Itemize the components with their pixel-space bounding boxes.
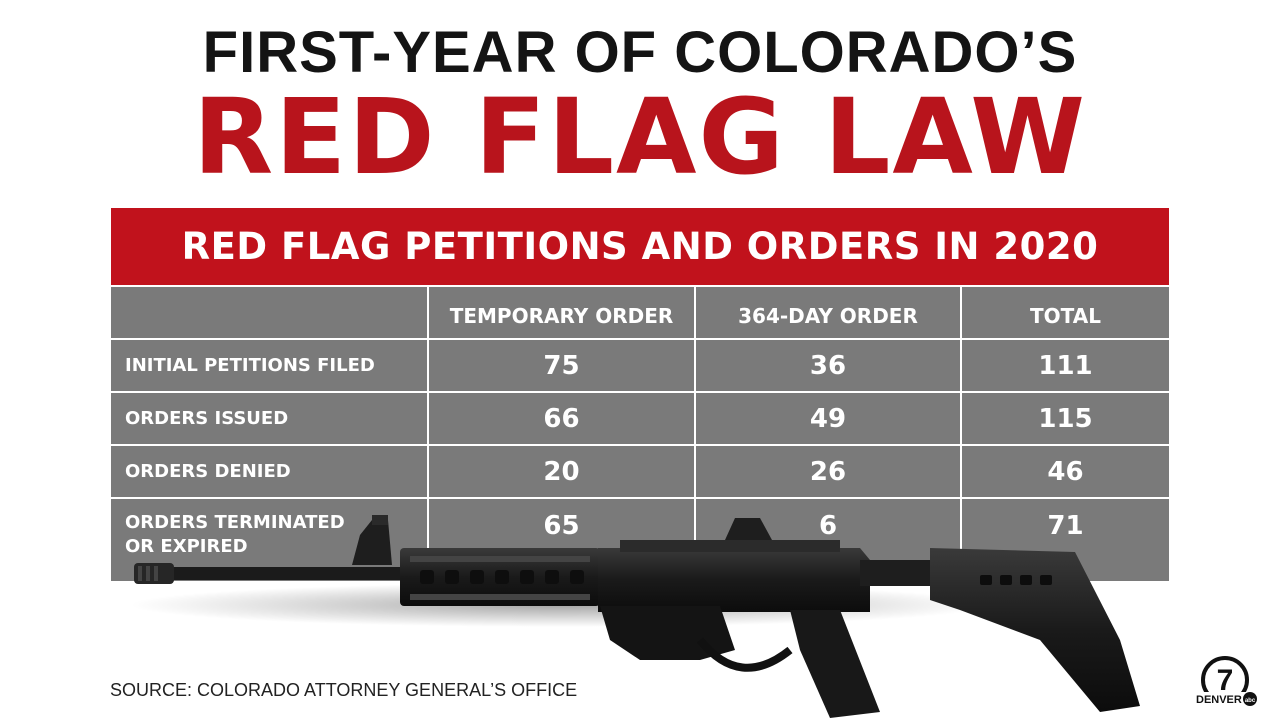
header-cell-total: TOTAL bbox=[962, 287, 1169, 338]
row-label-terminated-line1: ORDERS TERMINATED bbox=[125, 512, 345, 533]
cell-initial-364-day: 36 bbox=[696, 340, 960, 391]
cell-issued-temporary: 66 bbox=[429, 393, 694, 444]
header-cell-temporary-order: TEMPORARY ORDER bbox=[429, 287, 694, 338]
header-cell-364-day-order: 364-DAY ORDER bbox=[696, 287, 960, 338]
headline-title: RED FLAG LAW bbox=[193, 76, 1087, 198]
row-label-initial-petitions: INITIAL PETITIONS FILED bbox=[111, 340, 427, 391]
row-label-orders-terminated: ORDERS TERMINATED OR EXPIRED bbox=[111, 499, 427, 581]
svg-text:DENVER: DENVER bbox=[1196, 694, 1242, 706]
cell-issued-364-day: 49 bbox=[696, 393, 960, 444]
row-label-terminated-line2: OR EXPIRED bbox=[125, 536, 248, 557]
data-table: TEMPORARY ORDER 364-DAY ORDER TOTAL INIT… bbox=[111, 287, 1169, 585]
table-banner: RED FLAG PETITIONS AND ORDERS IN 2020 bbox=[111, 208, 1169, 285]
cell-denied-364-day: 26 bbox=[696, 446, 960, 497]
denver7-abc-logo: 7 DENVER abc bbox=[1192, 656, 1258, 706]
row-label-orders-issued: ORDERS ISSUED bbox=[111, 393, 427, 444]
header-cell-empty bbox=[111, 287, 427, 338]
cell-denied-temporary: 20 bbox=[429, 446, 694, 497]
svg-text:7: 7 bbox=[1217, 664, 1234, 697]
cell-denied-total: 46 bbox=[962, 446, 1169, 497]
cell-initial-total: 111 bbox=[962, 340, 1169, 391]
svg-text:abc: abc bbox=[1245, 698, 1256, 704]
cell-terminated-total: 71 bbox=[962, 499, 1169, 581]
row-label-orders-denied: ORDERS DENIED bbox=[111, 446, 427, 497]
cell-terminated-364-day: 6 bbox=[696, 499, 960, 581]
cell-issued-total: 115 bbox=[962, 393, 1169, 444]
source-credit: SOURCE: COLORADO ATTORNEY GENERAL’S OFFI… bbox=[110, 680, 578, 700]
cell-initial-temporary: 75 bbox=[429, 340, 694, 391]
headline-kicker: FIRST-YEAR OF COLORADO’S bbox=[202, 20, 1078, 85]
cell-terminated-temporary: 65 bbox=[429, 499, 694, 581]
